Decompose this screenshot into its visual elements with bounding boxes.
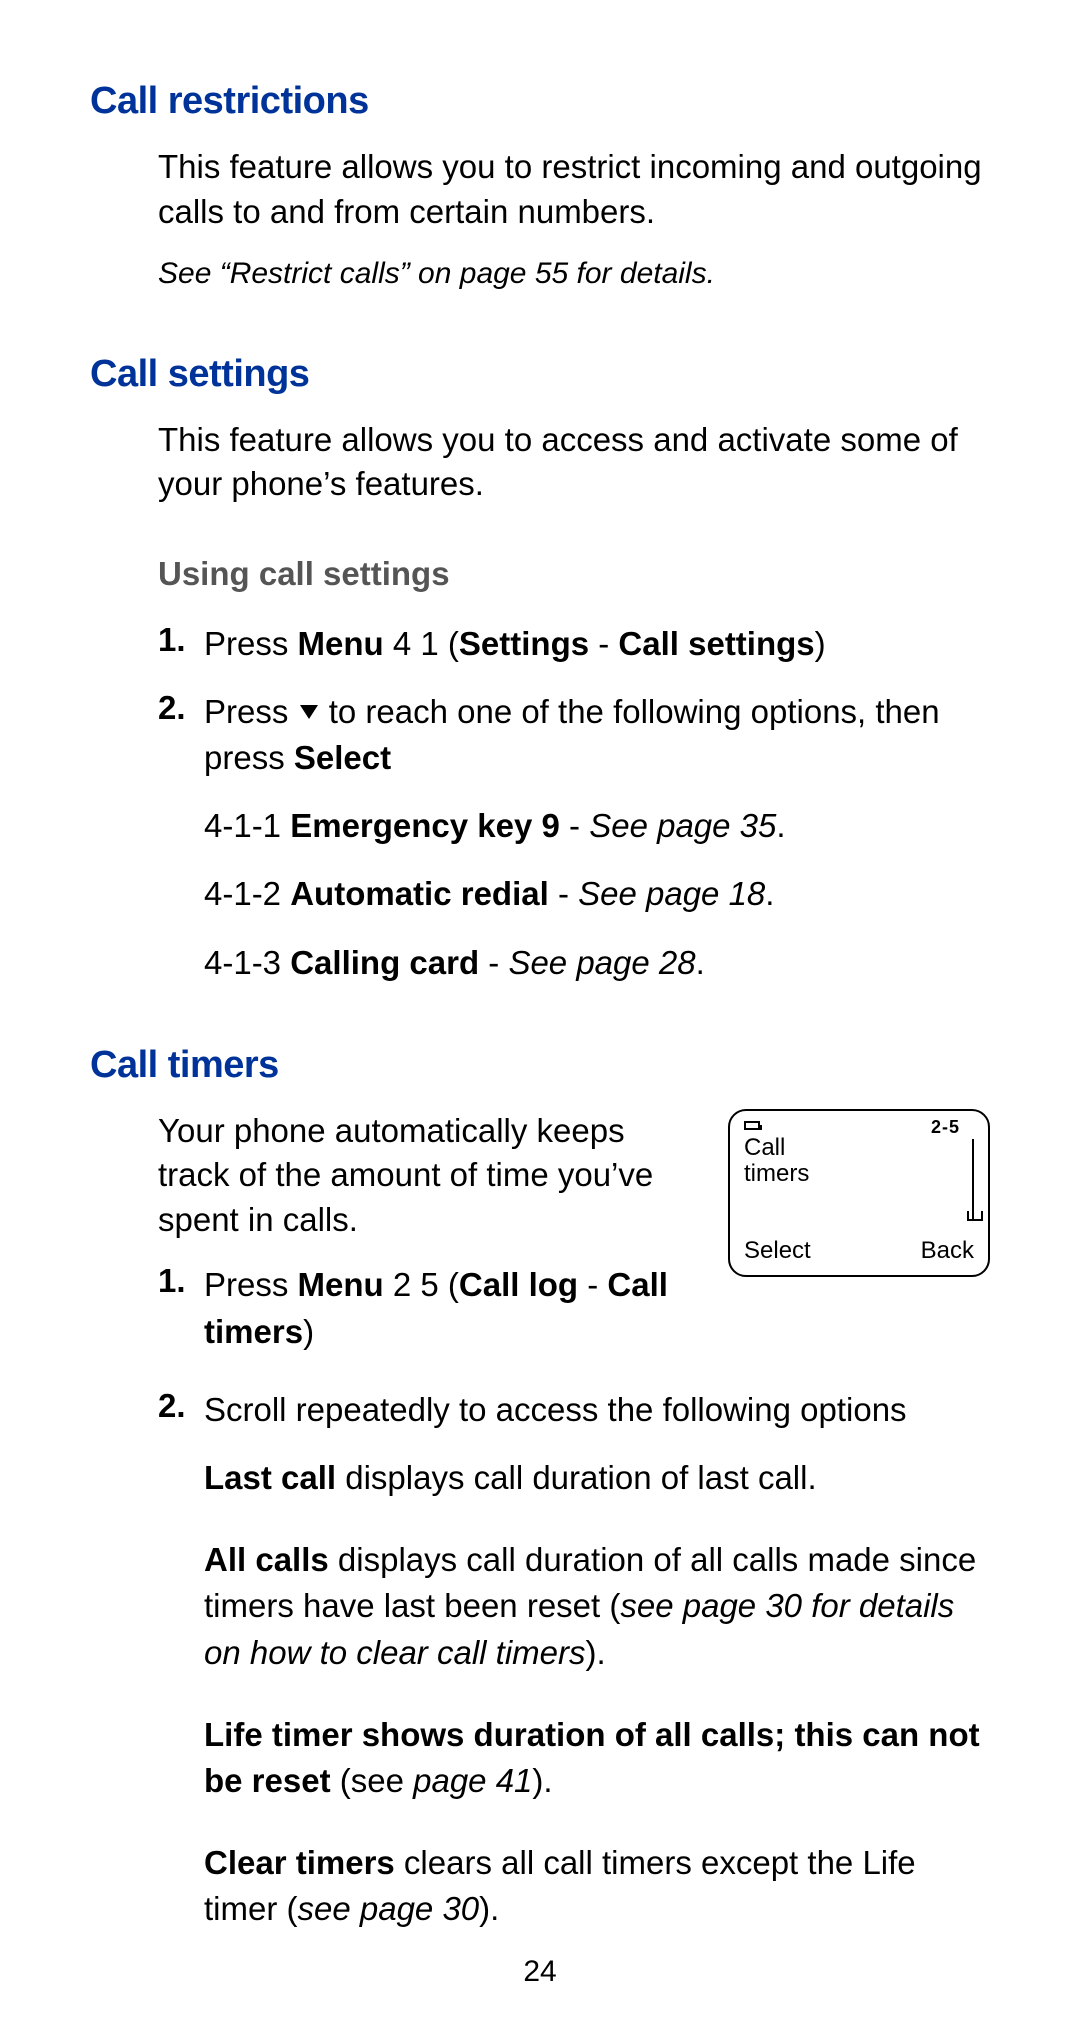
subheading-using-call-settings: Using call settings [158,555,990,593]
note-text: See “Restrict calls” on page 55 for deta… [158,254,990,295]
heading-call-timers: Call timers [90,1044,990,1087]
step-number: 2. [158,1387,204,1433]
step-number: 1. [158,1262,204,1354]
option-life-timer: Life timer shows duration of all calls; … [204,1712,990,1804]
page-number: 24 [0,1955,1080,1989]
body-text: Your phone automatically keeps track of … [158,1109,700,1243]
step-number: 1. [158,621,204,667]
down-arrow-icon [300,705,318,719]
step-1: 1. Press Menu 2 5 (Call log - Call timer… [158,1262,700,1354]
phone-screen-illustration: 2-5 Calltimers Select Back [728,1109,990,1277]
step-2: 2. Press to reach one of the following o… [158,689,990,781]
step-1: 1. Press Menu 4 1 (Settings - Call setti… [158,621,990,667]
step-text: Press Menu 2 5 (Call log - Call timers) [204,1262,700,1354]
body-text: This feature allows you to access and ac… [158,418,990,507]
heading-call-settings: Call settings [90,353,990,396]
step-number: 2. [158,689,204,781]
heading-call-restrictions: Call restrictions [90,80,990,123]
screen-title: Calltimers [744,1135,809,1188]
screen-indicator: 2-5 [931,1117,960,1138]
section-call-restrictions: Call restrictions This feature allows yo… [90,80,990,295]
section-call-timers: Call timers Your phone automatically kee… [90,1044,990,1933]
screen-softkey-right: Back [921,1237,974,1265]
option-line: 4-1-3 Calling card - See page 28. [204,940,990,986]
body-text: This feature allows you to restrict inco… [158,145,990,234]
option-last-call: Last call displays call duration of last… [204,1455,990,1501]
screen-softkey-left: Select [744,1237,811,1265]
option-line: 4-1-2 Automatic redial - See page 18. [204,871,990,917]
step-text: Press to reach one of the following opti… [204,689,990,781]
step-2: 2. Scroll repeatedly to access the follo… [158,1387,990,1433]
step-text: Scroll repeatedly to access the followin… [204,1387,990,1433]
option-line: 4-1-1 Emergency key 9 - See page 35. [204,803,990,849]
option-clear-timers: Clear timers clears all call timers exce… [204,1840,990,1932]
step-text: Press Menu 4 1 (Settings - Call settings… [204,621,990,667]
option-all-calls: All calls displays call duration of all … [204,1537,990,1676]
battery-icon [744,1121,760,1130]
section-call-settings: Call settings This feature allows you to… [90,353,990,986]
scrollbar-icon [972,1139,974,1219]
